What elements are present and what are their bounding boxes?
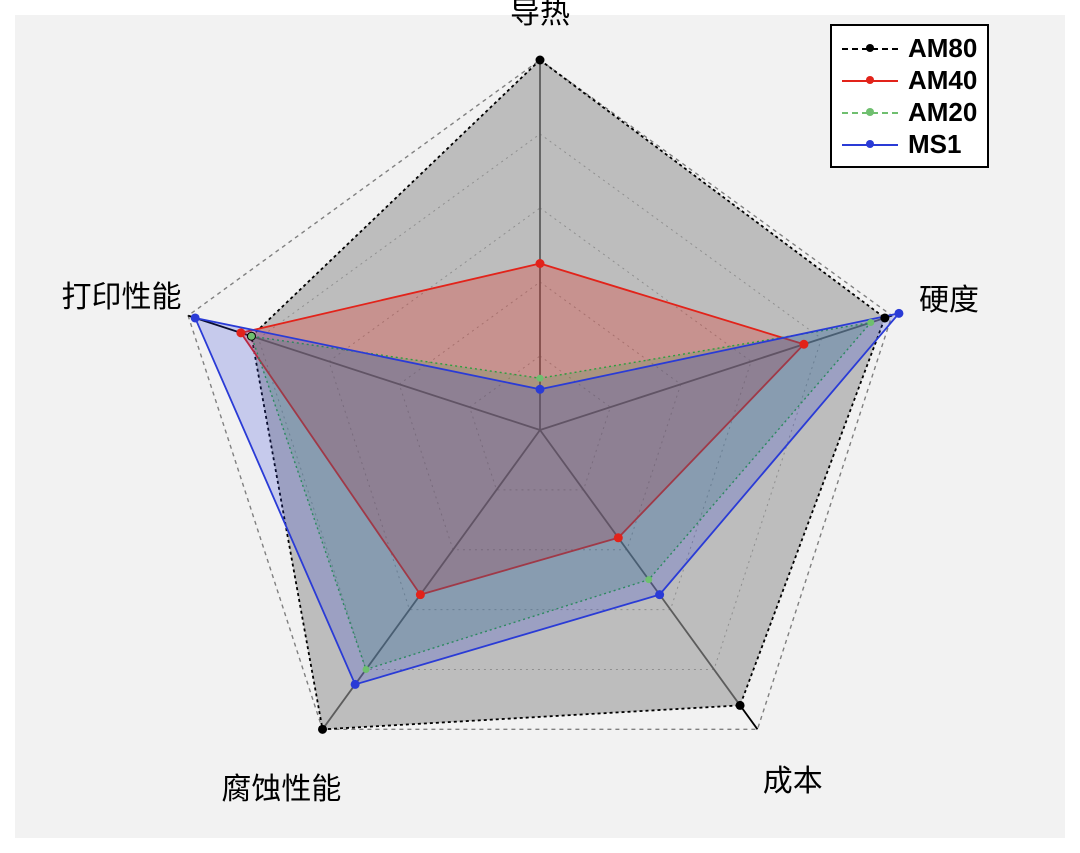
legend-item: MS1 — [842, 128, 977, 160]
axis-label-hardness: 硬度 — [919, 275, 979, 319]
axis-label-print: 打印性能 — [62, 272, 182, 316]
legend-swatch — [842, 102, 898, 122]
legend-item: AM80 — [842, 32, 977, 64]
axis-label-cost: 成本 — [763, 756, 823, 800]
legend-swatch — [842, 38, 898, 58]
radar-chart: 导热硬度成本 腐蚀性能 打印性能 AM80AM40AM20MS1 — [0, 0, 1080, 853]
legend: AM80AM40AM20MS1 — [830, 24, 989, 168]
axis-label-thermal: 导热 — [510, 0, 570, 32]
legend-swatch — [842, 134, 898, 154]
legend-label: AM40 — [908, 65, 977, 96]
axis-label-corrosion: 腐蚀性能 — [221, 764, 341, 808]
legend-label: MS1 — [908, 129, 961, 160]
legend-swatch — [842, 70, 898, 90]
legend-item: AM20 — [842, 96, 977, 128]
legend-label: AM20 — [908, 97, 977, 128]
legend-label: AM80 — [908, 33, 977, 64]
legend-item: AM40 — [842, 64, 977, 96]
